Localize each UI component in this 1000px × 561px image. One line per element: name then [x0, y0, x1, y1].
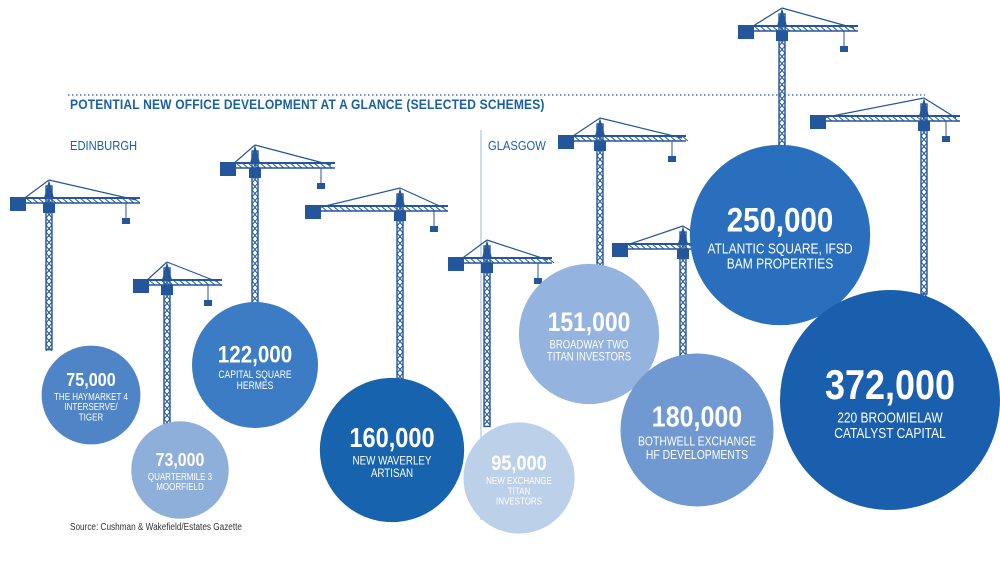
bubble: [689, 144, 871, 326]
scheme-label: NEW WAVERLEY: [353, 455, 432, 468]
crane-icon: [305, 187, 448, 383]
crane-icon: [220, 144, 335, 310]
bubble: [620, 353, 774, 507]
scheme-label: CAPITAL SQUARE: [218, 369, 292, 381]
group-label-glasgow: GLASGOW: [488, 138, 546, 153]
crane-icon: [448, 239, 555, 428]
value-label: 122,000: [218, 341, 292, 368]
crane-icon: [10, 179, 141, 352]
value-label: 160,000: [349, 423, 434, 453]
chart-title: POTENTIAL NEW OFFICE DEVELOPMENT AT A GL…: [70, 96, 545, 112]
scheme-label: INVESTORS: [496, 496, 542, 507]
crane-icon: [558, 117, 689, 269]
crane-icon: [738, 7, 858, 152]
bubble: [780, 290, 1000, 510]
scheme-label: NEW EXCHANGE: [486, 475, 552, 486]
value-label: 95,000: [491, 452, 547, 476]
scheme-label: CATALYST CAPITAL: [834, 425, 946, 442]
scheme-label: BAM PROPERTIES: [727, 255, 833, 272]
crane-icon: [133, 261, 222, 427]
scheme-label: TITAN: [508, 486, 531, 497]
crane-icon: [810, 97, 960, 298]
bubble: [192, 302, 318, 428]
scheme-label: QUARTERMILE 3: [148, 471, 212, 482]
bubble: [319, 377, 465, 523]
bubble: [518, 263, 660, 405]
value-label: 180,000: [652, 400, 742, 433]
value-label: 151,000: [548, 309, 631, 338]
source-note: Source: Cushman & Wakefield/Estates Gaze…: [70, 522, 242, 533]
scheme-label: BROADWAY TWO: [550, 338, 629, 351]
bubble: [463, 422, 575, 534]
bubble: [41, 345, 141, 445]
scheme-label: 220 BROOMIELAW: [837, 409, 943, 426]
scheme-label: MOORFIELD: [156, 481, 204, 492]
scheme-label: THE HAYMARKET 4: [54, 391, 128, 402]
scheme-label: ARTISAN: [371, 467, 413, 480]
scheme-label: INTERSERVE/: [64, 401, 118, 412]
value-label: 75,000: [66, 369, 116, 390]
value-label: 73,000: [156, 449, 205, 470]
scheme-label: TITAN INVESTORS: [547, 350, 631, 363]
scheme-label: HERMES: [237, 380, 274, 392]
scheme-label: HF DEVELOPMENTS: [646, 448, 748, 462]
scheme-label: ATLANTIC SQUARE, IFSD: [707, 240, 852, 257]
scheme-label: BOTHWELL EXCHANGE: [638, 435, 756, 449]
group-label-edinburgh: EDINBURGH: [70, 138, 138, 153]
value-label: 250,000: [727, 200, 833, 239]
value-label: 372,000: [825, 363, 955, 409]
bubble: [131, 421, 229, 519]
scheme-label: TIGER: [79, 411, 104, 422]
